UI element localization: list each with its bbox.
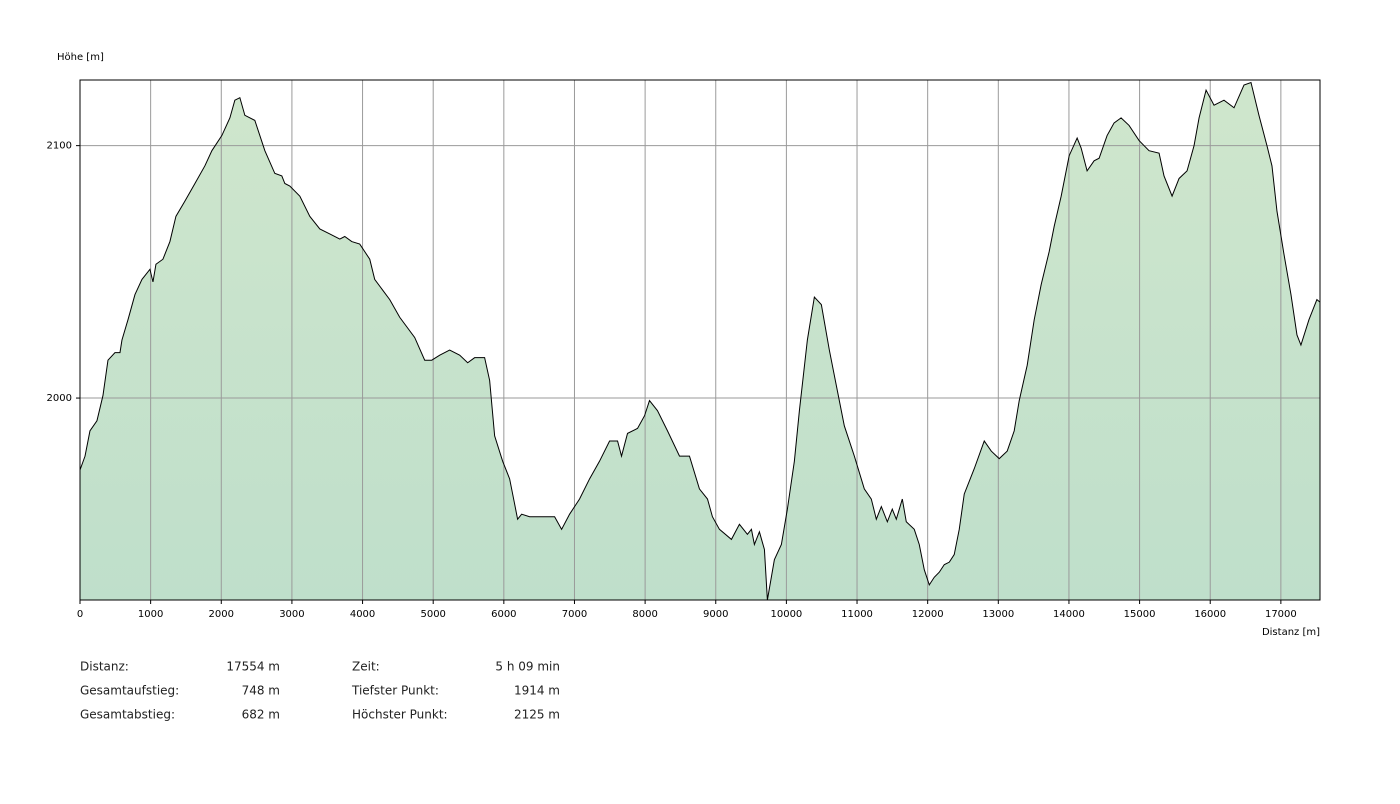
x-tick-label: 3000 [279,609,304,620]
stat-value: 682 m [242,708,280,722]
x-tick-label: 10000 [770,609,802,620]
stat-label: Zeit: [352,660,380,674]
x-tick-label: 14000 [1053,609,1085,620]
y-tick-label: 2000 [47,393,72,404]
x-tick-label: 0 [77,609,83,620]
stat-value: 5 h 09 min [495,660,560,674]
x-tick-label: 13000 [982,609,1014,620]
stat-value: 17554 m [226,660,280,674]
y-tick-label: 2100 [47,141,72,152]
x-tick-label: 15000 [1124,609,1156,620]
x-tick-label: 9000 [703,609,728,620]
x-tick-label: 1000 [138,609,163,620]
stat-label: Höchster Punkt: [352,708,448,722]
stat-label: Gesamtabstieg: [80,708,175,722]
stat-value: 2125 m [514,708,560,722]
stat-value: 1914 m [514,684,560,698]
y-axis-label: Höhe [m] [57,52,104,63]
stat-label: Distanz: [80,660,129,674]
x-tick-label: 6000 [491,609,516,620]
x-tick-label: 16000 [1194,609,1226,620]
profile-line [79,81,1321,601]
stat-label: Tiefster Punkt: [351,684,439,698]
x-tick-label: 2000 [209,609,234,620]
x-axis-label: Distanz [m] [1262,627,1320,638]
x-tick-label: 17000 [1265,609,1297,620]
plot-frame [79,79,1321,601]
x-tick-label: 12000 [912,609,944,620]
x-tick-label: 5000 [420,609,445,620]
area-fill [80,82,1320,600]
x-tick-label: 7000 [562,609,587,620]
x-tick-label: 11000 [841,609,873,620]
stat-value: 748 m [242,684,280,698]
stat-label: Gesamtaufstieg: [80,684,179,698]
x-tick-label: 4000 [350,609,375,620]
x-tick-label: 8000 [632,609,657,620]
